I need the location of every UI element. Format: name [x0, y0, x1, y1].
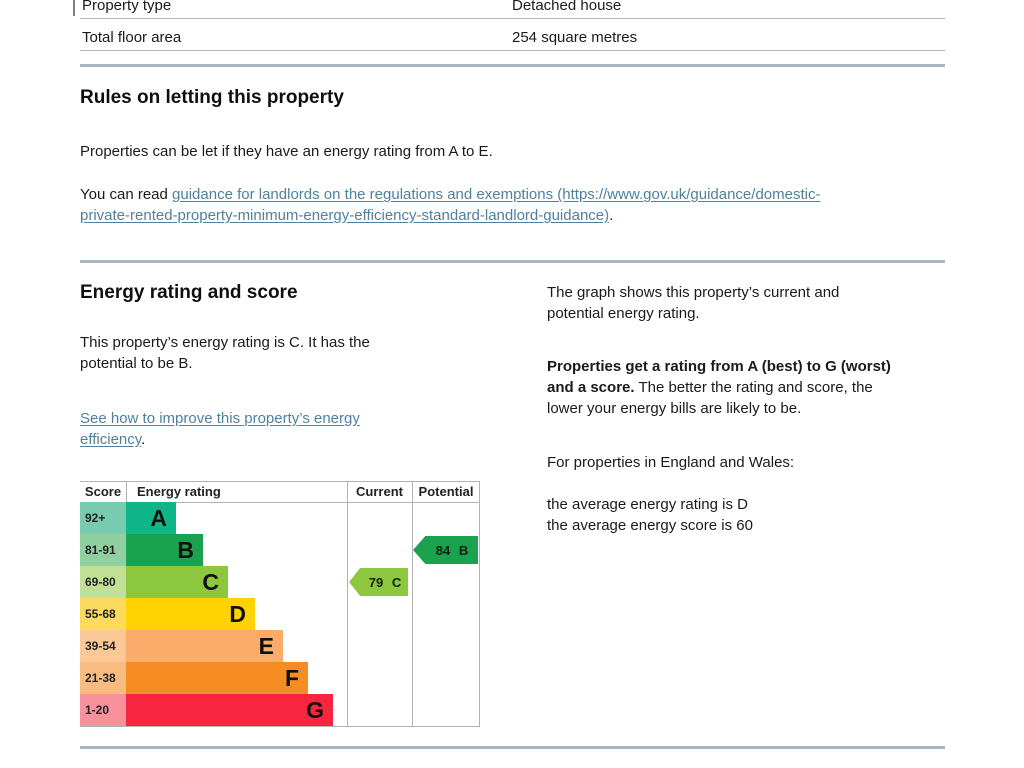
epc-band-bar-g: G [126, 694, 333, 726]
epc-score-range: 21-38 [80, 662, 126, 694]
chart-score-column-separator [126, 481, 127, 502]
energy-rating-summary: This property’s energy rating is C. It h… [80, 334, 370, 372]
rules-paragraph: Properties can be let if they have an en… [80, 143, 493, 160]
chart-current-column-separator [347, 481, 348, 727]
rating-explainer-rest: The better the rating and score, the low… [547, 379, 873, 417]
epc-band-row-e: 39-54 E [80, 630, 480, 662]
section-divider [80, 746, 945, 749]
section-divider [80, 260, 945, 263]
guidance-text-suffix: . [609, 207, 614, 224]
rules-section-heading: Rules on letting this property [80, 87, 344, 108]
epc-band-row-b: 81-91 B [80, 534, 480, 566]
epc-band-bar-c: C [126, 566, 228, 598]
property-type-value: Detached house [512, 0, 622, 14]
chart-header-score: Score [84, 484, 122, 499]
average-rating-lines: the average energy rating is D the avera… [547, 496, 753, 534]
epc-score-range: 55-68 [80, 598, 126, 630]
chart-header-row: Score Energy rating Current Potential [80, 482, 480, 502]
improve-link-suffix: . [141, 431, 146, 448]
epc-band-bar-b: B [126, 534, 203, 566]
epc-band-row-c: 69-80 C [80, 566, 480, 598]
epc-score-range: 1-20 [80, 694, 126, 726]
epc-score-range: 81-91 [80, 534, 126, 566]
table-left-border-fragment [73, 0, 75, 16]
epc-band-row-g: 1-20 G [80, 694, 480, 726]
property-type-label: Property type [82, 0, 172, 14]
epc-rating-chart: Score Energy rating Current Potential 92… [80, 481, 480, 727]
chart-top-border [80, 481, 480, 482]
energy-section-heading: Energy rating and score [80, 282, 298, 303]
epc-score-range: 92+ [80, 502, 126, 534]
graph-description-paragraph: The graph shows this property’s current … [547, 284, 840, 322]
epc-band-row-f: 21-38 F [80, 662, 480, 694]
rules-guidance-paragraph: You can read guidance for landlords on t… [80, 184, 960, 226]
chart-header-current: Current [356, 484, 403, 499]
improve-efficiency-paragraph: See how to improve this property’s energ… [80, 408, 480, 450]
england-wales-intro: For properties in England and Wales: [547, 454, 795, 471]
epc-band-bar-d: D [126, 598, 255, 630]
table-row-divider [80, 50, 945, 51]
chart-header-potential: Potential [418, 484, 474, 499]
chart-bottom-border [80, 726, 480, 727]
guidance-text-prefix: You can read [80, 186, 173, 203]
epc-score-range: 39-54 [80, 630, 126, 662]
chart-right-border [479, 481, 480, 727]
floor-area-value: 254 square metres [512, 29, 638, 46]
floor-area-label: Total floor area [82, 29, 182, 46]
epc-band-bar-f: F [126, 662, 308, 694]
epc-band-bar-e: E [126, 630, 283, 662]
improve-efficiency-link[interactable]: See how to improve this property’s energ… [80, 410, 360, 448]
table-row-divider [80, 18, 945, 19]
landlord-guidance-link[interactable]: guidance for landlords on the regulation… [80, 186, 821, 224]
chart-header-underline [80, 502, 480, 503]
section-divider [80, 64, 945, 67]
epc-band-bar-a: A [126, 502, 176, 534]
potential-rating-arrow: 84 B [413, 536, 478, 564]
epc-band-rows: 92+ A 81-91 B 69-80 C 55-68 D 39-54 E 21-38 F 1-20 G [80, 502, 480, 726]
epc-band-row-d: 55-68 D [80, 598, 480, 630]
rating-explainer-bold: Properties get a rating from A (best) to… [547, 358, 891, 396]
current-rating-arrow: 79 C [349, 568, 408, 596]
epc-band-row-a: 92+ A [80, 502, 480, 534]
chart-potential-column-separator [412, 481, 413, 727]
rating-explainer-paragraph: Properties get a rating from A (best) to… [547, 356, 947, 419]
chart-header-energy-rating: Energy rating [137, 484, 221, 499]
epc-score-range: 69-80 [80, 566, 126, 598]
